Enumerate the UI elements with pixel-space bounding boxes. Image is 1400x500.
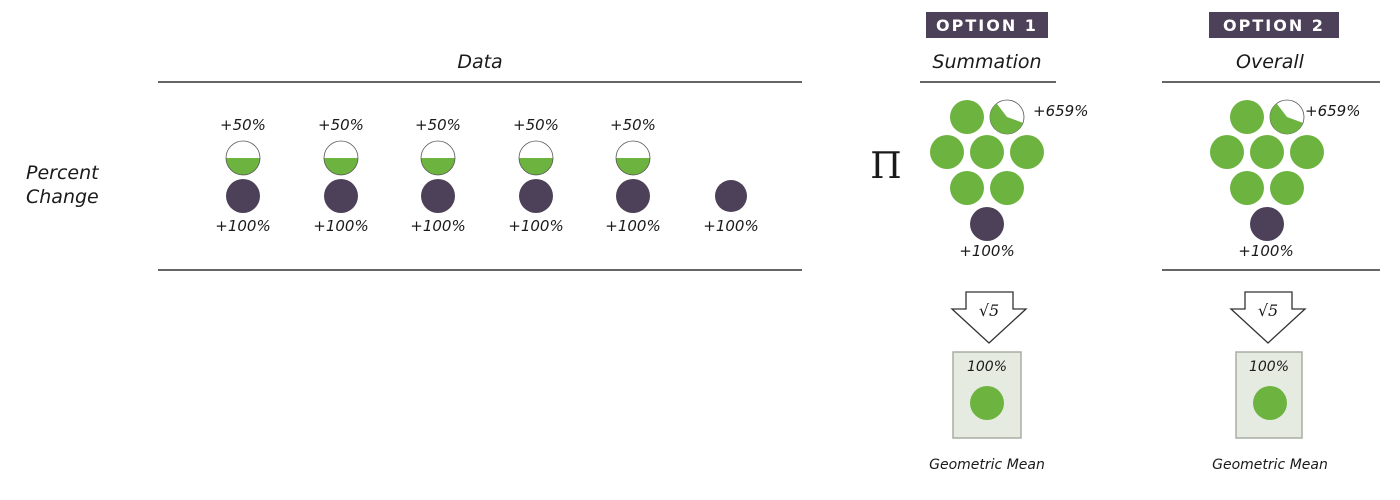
green-circle (930, 135, 964, 169)
root-arrow: √5 (1229, 291, 1307, 344)
dark-circle (616, 179, 650, 213)
bottom-percent-label: +100% (410, 217, 465, 235)
option-title: Summation (932, 51, 1041, 73)
top-percent-label: +50% (610, 116, 656, 134)
bottom-percent-label: +100% (703, 217, 758, 235)
green-circle (1210, 135, 1244, 169)
half-filled-circle (420, 140, 456, 176)
top-percent-label: +50% (318, 116, 364, 134)
data-section: Data Percent Change +50% +50% +50% +50% +50%… (26, 51, 802, 271)
result-caption: Geometric Mean (929, 457, 1045, 473)
result-caption: Geometric Mean (1212, 457, 1328, 473)
partial-circle (1269, 99, 1305, 135)
dark-circle (1250, 207, 1284, 241)
bottom-percent-label: +100% (215, 217, 270, 235)
dark-circle (421, 179, 455, 213)
result-box: 100% (952, 351, 1022, 439)
dark-circle (226, 179, 260, 213)
result-circle (1253, 386, 1287, 420)
half-filled-circle (518, 140, 554, 176)
option-badge-bg (1209, 12, 1339, 38)
green-circle (1250, 135, 1284, 169)
half-filled-circle (225, 140, 261, 176)
option-2: OPTION 2 Overall +659% +100% √5 100% Geo… (1162, 12, 1380, 473)
option-1: OPTION 1 Summation +659% +100% √5 100% G… (920, 12, 1088, 473)
dark-label: +100% (1238, 242, 1293, 260)
root-label: √5 (979, 301, 999, 320)
option-circles (1210, 99, 1324, 241)
green-circle (1010, 135, 1044, 169)
dark-circle (970, 207, 1004, 241)
top-percent-label: +50% (220, 116, 266, 134)
dark-circle (519, 179, 553, 213)
bottom-percent-label: +100% (313, 217, 368, 235)
result-circle (970, 386, 1004, 420)
data-marks: +50% +50% +50% +50% +50% +100% +100% +100% +100%… (215, 116, 758, 235)
result-percent: 100% (1249, 359, 1289, 375)
bottom-percent-label: +100% (605, 217, 660, 235)
option-circles (930, 99, 1044, 241)
result-box: 100% (1235, 351, 1303, 439)
result-percent: 100% (967, 359, 1007, 375)
green-circle (990, 171, 1024, 205)
green-circle (1290, 135, 1324, 169)
dark-label: +100% (959, 242, 1014, 260)
green-circle (970, 135, 1004, 169)
root-arrow: √5 (950, 291, 1028, 344)
green-circle (950, 100, 984, 134)
row-label-change: Change (26, 186, 99, 208)
data-heading: Data (457, 51, 502, 73)
half-filled-circle (323, 140, 359, 176)
product-symbol: Π (870, 146, 901, 187)
dark-circle (715, 180, 747, 212)
option-badge: OPTION 1 (936, 16, 1038, 35)
option-badge-bg (926, 12, 1048, 38)
green-circle (1270, 171, 1304, 205)
green-circle (1230, 171, 1264, 205)
top-percent-label: +50% (513, 116, 559, 134)
half-filled-circle (615, 140, 651, 176)
top-percent-label: +50% (415, 116, 461, 134)
green-circle (950, 171, 984, 205)
dark-circle (324, 179, 358, 213)
row-label-percent: Percent (26, 162, 100, 184)
option-title: Overall (1236, 51, 1305, 73)
bottom-percent-label: +100% (508, 217, 563, 235)
partial-label: +659% (1033, 102, 1088, 120)
green-circle (1230, 100, 1264, 134)
root-label: √5 (1258, 301, 1278, 320)
partial-circle (989, 99, 1025, 135)
partial-label: +659% (1305, 102, 1360, 120)
option-badge: OPTION 2 (1223, 16, 1325, 35)
